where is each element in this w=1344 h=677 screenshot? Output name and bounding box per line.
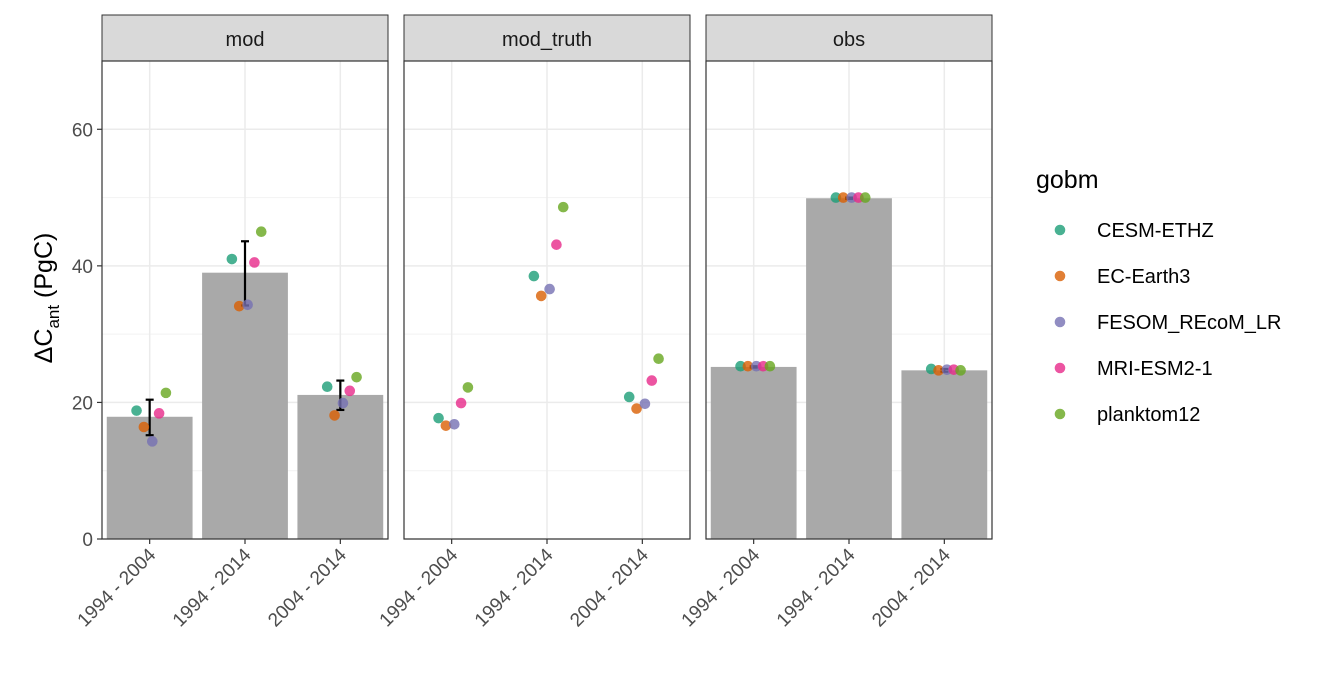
data-point <box>448 418 460 430</box>
data-point <box>131 405 142 416</box>
data-point <box>351 371 362 383</box>
data-point <box>226 253 238 265</box>
data-point <box>646 375 658 386</box>
data-point <box>933 365 944 376</box>
data-point <box>859 192 871 203</box>
legend-label: MRI-ESM2-1 <box>1097 358 1213 380</box>
data-point <box>551 239 562 250</box>
facet-strip-label: obs <box>833 29 865 51</box>
data-point <box>631 403 642 414</box>
legend-label: planktom12 <box>1097 404 1200 426</box>
legend-label: EC-Earth3 <box>1097 266 1190 288</box>
data-point <box>653 353 664 365</box>
data-point <box>623 391 635 403</box>
y-tick-label: 20 <box>72 393 93 414</box>
data-point <box>433 412 444 424</box>
bar <box>202 272 288 539</box>
facet-strip-label: mod_truth <box>502 29 592 51</box>
facet-strip-label: mod <box>226 29 265 51</box>
data-point <box>639 398 651 410</box>
data-point <box>146 436 158 447</box>
legend-key <box>1054 270 1066 282</box>
legend-key <box>1054 224 1066 236</box>
legend: gobm CESM-ETHZ EC-Earth3 FESOM_REcoM_LR MRI… <box>1036 166 1282 426</box>
y-axis-title: ΔCant (PgC) <box>30 233 63 364</box>
data-point <box>544 283 555 295</box>
legend-items: CESM-ETHZ EC-Earth3 FESOM_REcoM_LR MRI-ESM2… <box>1054 220 1282 426</box>
data-point <box>337 397 349 409</box>
y-tick-label: 60 <box>72 120 93 141</box>
data-point <box>329 410 340 421</box>
data-point <box>955 365 966 376</box>
bar <box>710 366 797 539</box>
data-point <box>255 226 267 238</box>
data-point <box>837 192 849 203</box>
legend-key <box>1054 362 1066 374</box>
data-point <box>455 397 467 409</box>
data-point <box>153 408 165 419</box>
facet-strip <box>101 14 389 62</box>
y-tick-label: 40 <box>72 257 93 278</box>
data-point <box>735 360 746 372</box>
y-axis-title-main: ΔC <box>30 329 58 364</box>
y-axis: 0 20 40 60 <box>72 120 102 551</box>
data-point <box>528 270 540 282</box>
data-point <box>830 192 842 203</box>
data-point <box>462 382 474 393</box>
data-point <box>242 299 253 311</box>
legend-key <box>1054 408 1066 420</box>
error-bar <box>145 398 154 437</box>
legend-label: FESOM_REcoM_LR <box>1097 312 1282 334</box>
bar <box>806 198 892 540</box>
data-point <box>321 381 333 393</box>
legend-label: CESM-ETHZ <box>1097 220 1214 242</box>
data-point <box>557 201 569 213</box>
data-point <box>138 421 150 433</box>
data-point <box>742 360 754 372</box>
bar <box>901 370 988 539</box>
data-point <box>344 385 356 397</box>
facet-strip <box>403 14 691 62</box>
data-point <box>233 300 245 312</box>
data-point <box>535 290 547 302</box>
facet-strip <box>705 14 993 62</box>
data-point <box>440 420 452 431</box>
data-point <box>764 360 776 372</box>
y-axis-title-unit: (PgC) <box>30 233 58 305</box>
legend-title: gobm <box>1036 166 1099 194</box>
data-point <box>249 257 260 268</box>
legend-key <box>1054 316 1066 328</box>
y-axis-title-subscript: ant <box>44 305 63 329</box>
bar <box>297 394 384 539</box>
y-tick-label: 0 <box>82 530 93 551</box>
data-point <box>160 387 172 399</box>
